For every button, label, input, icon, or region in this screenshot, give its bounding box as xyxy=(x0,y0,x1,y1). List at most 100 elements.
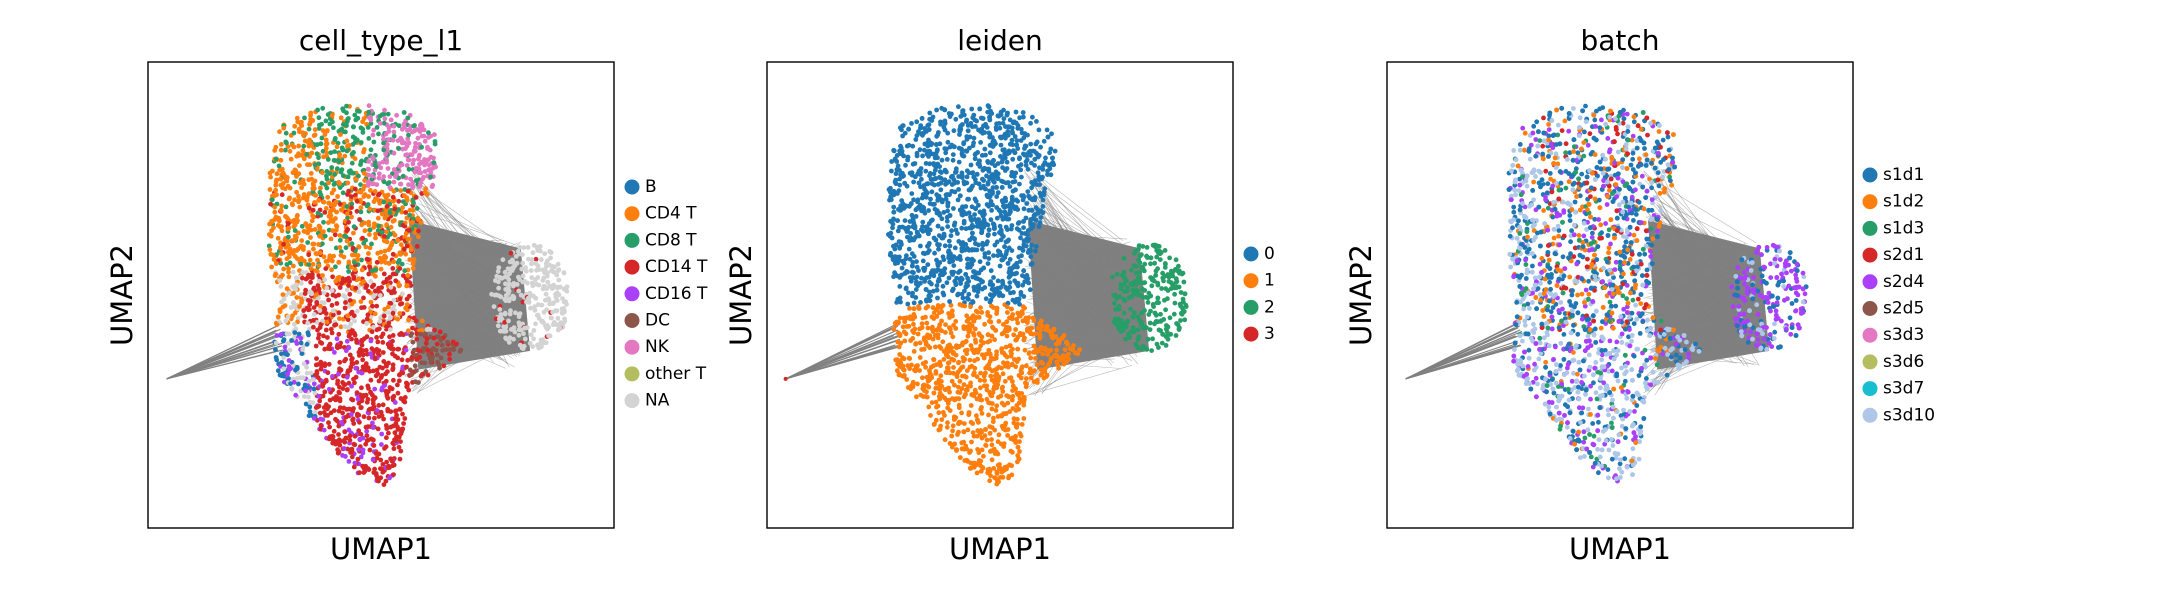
point xyxy=(914,394,919,400)
point xyxy=(326,297,331,303)
point xyxy=(272,204,278,210)
point xyxy=(298,335,304,341)
point xyxy=(272,192,278,198)
point xyxy=(1016,254,1022,260)
point xyxy=(952,245,958,251)
point xyxy=(352,260,357,265)
point xyxy=(922,126,927,131)
point xyxy=(404,364,409,370)
point xyxy=(268,201,273,207)
point xyxy=(1042,186,1048,192)
edge-line xyxy=(417,331,503,345)
point xyxy=(290,202,295,208)
point xyxy=(398,242,404,248)
point xyxy=(338,115,344,121)
point xyxy=(933,380,939,386)
point xyxy=(404,152,410,158)
point xyxy=(330,308,336,314)
point xyxy=(984,173,989,179)
point xyxy=(559,310,565,316)
point xyxy=(517,244,523,250)
point xyxy=(914,119,920,125)
point xyxy=(366,415,372,421)
point xyxy=(349,383,354,389)
point xyxy=(975,270,980,276)
point xyxy=(932,182,937,188)
point xyxy=(334,301,340,306)
point xyxy=(381,179,387,185)
point xyxy=(340,106,346,112)
point xyxy=(1141,325,1146,331)
point xyxy=(374,303,380,309)
point xyxy=(421,127,427,133)
point xyxy=(1017,181,1022,187)
point xyxy=(323,145,329,151)
point xyxy=(363,348,369,353)
point xyxy=(1017,301,1022,307)
point xyxy=(374,259,380,265)
point xyxy=(952,382,957,388)
point xyxy=(923,168,929,174)
point xyxy=(920,132,925,138)
edge-line xyxy=(1038,244,1114,315)
point xyxy=(365,125,371,130)
point xyxy=(328,410,334,416)
point xyxy=(306,297,311,303)
point xyxy=(1037,182,1042,188)
point xyxy=(296,331,302,337)
point xyxy=(380,462,386,467)
point xyxy=(432,132,437,138)
point xyxy=(1173,280,1179,285)
edge-line xyxy=(1026,301,1116,340)
point xyxy=(299,280,304,286)
point xyxy=(536,316,542,321)
point xyxy=(338,249,344,255)
point xyxy=(533,256,539,262)
point xyxy=(366,159,372,164)
point xyxy=(407,257,413,262)
point xyxy=(1004,354,1010,360)
point xyxy=(267,232,272,237)
point xyxy=(356,400,362,406)
point xyxy=(430,182,436,188)
point xyxy=(281,338,286,344)
point xyxy=(520,273,526,279)
point xyxy=(930,324,935,330)
point xyxy=(285,341,291,346)
point xyxy=(320,148,326,154)
edge-line xyxy=(1038,226,1114,301)
point xyxy=(366,194,371,199)
point xyxy=(983,442,988,448)
point xyxy=(556,322,562,328)
point xyxy=(337,442,343,448)
point xyxy=(516,327,522,333)
point xyxy=(311,386,317,392)
point xyxy=(280,292,286,297)
point xyxy=(508,250,514,256)
point xyxy=(370,437,375,442)
point xyxy=(543,291,549,297)
point xyxy=(353,252,358,258)
point xyxy=(905,363,911,369)
point xyxy=(966,196,971,202)
point xyxy=(362,192,368,198)
point xyxy=(955,180,961,185)
point xyxy=(386,137,391,143)
point xyxy=(388,117,394,123)
point xyxy=(366,251,371,256)
edge-line xyxy=(410,296,513,323)
point xyxy=(375,351,381,356)
point xyxy=(545,258,550,264)
point xyxy=(268,174,273,180)
point xyxy=(296,199,301,205)
point xyxy=(294,295,300,300)
edge-line xyxy=(1025,262,1139,318)
point xyxy=(368,121,374,126)
point xyxy=(911,300,917,306)
point xyxy=(895,339,901,345)
point xyxy=(298,340,304,346)
point xyxy=(344,211,350,217)
point xyxy=(936,410,942,416)
point xyxy=(400,411,405,417)
point xyxy=(301,247,306,253)
